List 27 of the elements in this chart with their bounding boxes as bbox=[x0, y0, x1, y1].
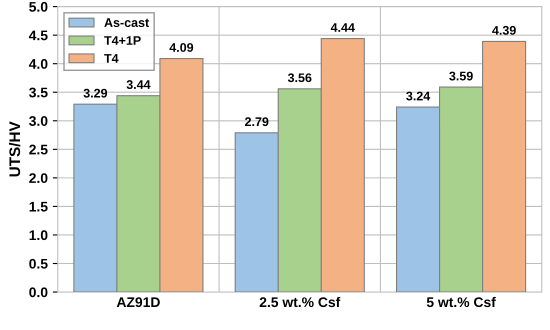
data-label: 3.44 bbox=[126, 80, 151, 90]
x-tick-label: 2.5 wt.% Csf bbox=[260, 296, 340, 308]
text: 5.0 bbox=[29, 2, 48, 12]
data-label: 3.56 bbox=[288, 73, 312, 82]
legend-label: As-cast bbox=[104, 18, 150, 28]
data-label: 3.29 bbox=[84, 88, 108, 98]
legend-label: T4 bbox=[104, 54, 119, 63]
x-tick-label: AZ91D bbox=[116, 297, 160, 308]
y-axis-title: UTS/HV bbox=[8, 121, 20, 176]
legend-label: T4+1P bbox=[104, 36, 141, 45]
text: 3.5 bbox=[29, 88, 48, 98]
text: 0.5 bbox=[29, 258, 48, 269]
data-label: 2.79 bbox=[245, 117, 268, 126]
text: 3.0 bbox=[29, 116, 48, 126]
data-label: 4.39 bbox=[492, 26, 516, 35]
data-label: 3.24 bbox=[406, 92, 430, 100]
data-label: 4.09 bbox=[169, 43, 194, 52]
data-label: 3.59 bbox=[449, 72, 473, 80]
x-tick-label: 5 wt.% Csf bbox=[426, 296, 496, 308]
text: 4.5 bbox=[28, 30, 48, 40]
data-label: 4.44 bbox=[330, 23, 355, 32]
text: 2.0 bbox=[29, 173, 48, 184]
text: 1.0 bbox=[30, 230, 48, 240]
text: 1.5 bbox=[30, 202, 48, 212]
text: 4.0 bbox=[28, 59, 48, 69]
text: 0.0 bbox=[29, 287, 48, 298]
text: 2.5 bbox=[29, 144, 48, 154]
